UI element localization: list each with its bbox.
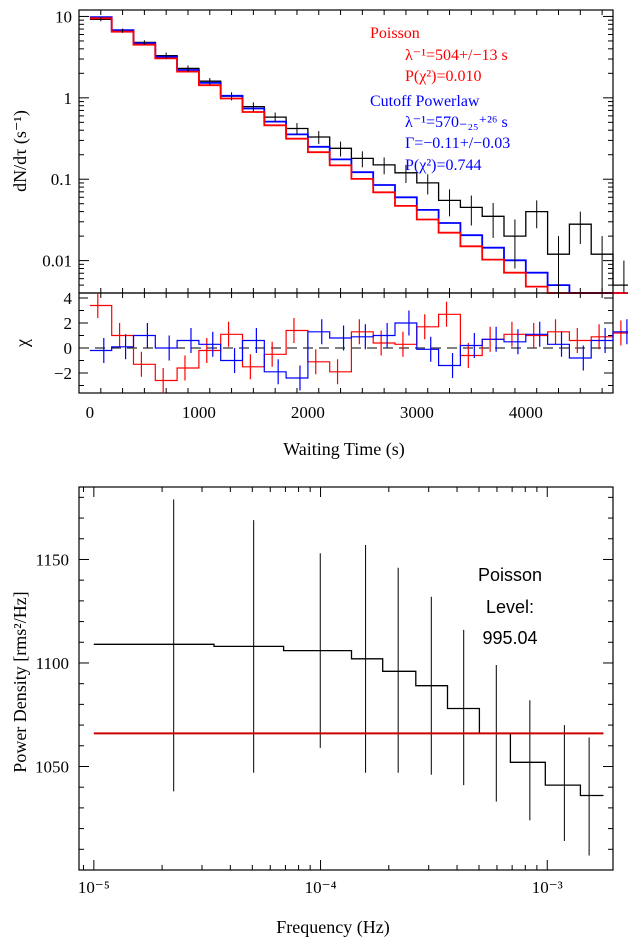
residual-line-0 [89, 304, 628, 382]
poisson-level-label: Poisson [478, 565, 542, 585]
residual-y-tick-label: 0 [64, 339, 73, 358]
annotation-text: λ⁻¹=504+/−13 s [405, 47, 508, 64]
y-tick-label: 10 [55, 7, 72, 26]
psd-plot-frame [78, 486, 614, 871]
psd-y-tick-label: 1150 [36, 550, 69, 569]
annotation-text: P(χ²)=0.744 [405, 157, 481, 174]
psd-y-tick-label: 1100 [36, 654, 69, 673]
annotation-text: λ⁻¹=570₋₂₅⁺²⁶ s [405, 114, 508, 131]
x-tick-label: 1000 [182, 403, 216, 422]
residual-plot-frame [78, 292, 614, 394]
annotation-text: Poisson [370, 25, 420, 42]
residual-y-tick-label: 4 [64, 289, 73, 308]
residual-y-tick-label: 2 [64, 314, 73, 333]
x-axis-title: Waiting Time (s) [283, 439, 405, 460]
poisson-level-label: 995.04 [482, 628, 537, 648]
psd-x-axis-title: Frequency (Hz) [276, 917, 389, 938]
power-spectrum-panel: 10⁻⁵ 10⁻⁴ 10⁻³ 1050 1100 1150 Poisson Level: 995… [10, 486, 614, 938]
psd-x-tick-label: 10⁻³ [532, 878, 563, 897]
x-tick-label: 3000 [400, 403, 434, 422]
x-tick-label: 4000 [509, 403, 543, 422]
annotation-text: Γ=−0.11+/−0.03 [405, 135, 510, 152]
annotation-text: Cutoff Powerlaw [370, 93, 480, 110]
residual-line-1 [89, 322, 628, 379]
residual-y-tick-label: −2 [54, 364, 72, 383]
power-spectrum-line [93, 643, 604, 797]
y-tick-label: 0.01 [42, 252, 72, 271]
poisson-level-label: Level: [486, 597, 534, 617]
waiting-time-distribution-panel: 0.01 0.1 1 10 Poisson λ⁻¹=504+/−13 s P(χ²)=0.0… [10, 7, 628, 294]
residual-y-axis-title: χ [12, 339, 32, 348]
x-tick-label: 0 [86, 403, 95, 422]
x-tick-label: 2000 [291, 403, 325, 422]
y-axis-title: dN/dτ (s⁻¹) [10, 110, 31, 192]
psd-x-tick-label: 10⁻⁴ [305, 878, 337, 897]
residuals-panel: 0 1000 2000 3000 4000 −2 0 2 4 χ Waiting Time (s) [12, 289, 628, 460]
top-plot-frame [78, 9, 614, 294]
psd-x-tick-label: 10⁻⁵ [78, 878, 110, 897]
y-tick-label: 0.1 [51, 170, 72, 189]
y-tick-label: 1 [64, 89, 73, 108]
psd-y-tick-label: 1050 [35, 757, 69, 776]
annotation-text: P(χ²)=0.010 [405, 68, 481, 85]
psd-y-axis-title: Power Density [rms²/Hz] [10, 591, 30, 772]
